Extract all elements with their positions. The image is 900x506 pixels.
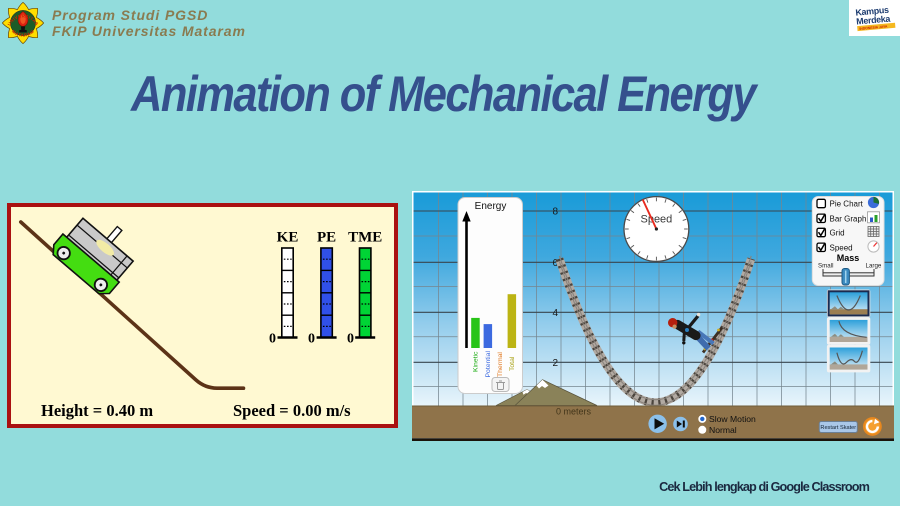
svg-text:0: 0 <box>347 332 354 347</box>
svg-text:Slow Motion: Slow Motion <box>709 414 756 424</box>
svg-text:MATARAM: MATARAM <box>11 29 35 38</box>
svg-text:Normal: Normal <box>709 425 737 435</box>
svg-text:Kinetic: Kinetic <box>473 350 480 371</box>
svg-text:Energy: Energy <box>475 201 507 212</box>
svg-text:Speed = 0.00 m/s: Speed = 0.00 m/s <box>233 401 351 420</box>
svg-text:4: 4 <box>552 307 558 318</box>
svg-text:Small: Small <box>818 262 833 269</box>
svg-text:Speed: Speed <box>640 213 672 225</box>
svg-text:Bar Graph: Bar Graph <box>830 214 867 223</box>
svg-text:Height = 0.40 m: Height = 0.40 m <box>41 401 153 420</box>
svg-text:2: 2 <box>552 357 558 368</box>
svg-text:INDONESIA JAYA: INDONESIA JAYA <box>859 24 888 30</box>
svg-text:Restart Skater: Restart Skater <box>820 425 856 431</box>
svg-text:Kampus: Kampus <box>855 5 889 18</box>
svg-text:PE: PE <box>317 230 336 246</box>
svg-text:8: 8 <box>552 206 558 217</box>
svg-text:Mass: Mass <box>837 253 860 263</box>
svg-text:Speed: Speed <box>830 243 853 252</box>
svg-text:Large: Large <box>866 262 882 269</box>
svg-text:6: 6 <box>552 257 558 268</box>
svg-text:Total: Total <box>509 356 516 371</box>
svg-text:TME: TME <box>348 230 382 246</box>
svg-text:Merdeka: Merdeka <box>856 14 891 27</box>
svg-text:KE: KE <box>277 230 299 246</box>
svg-text:0 meters: 0 meters <box>556 406 592 416</box>
svg-text:0: 0 <box>308 332 315 347</box>
svg-text:Pie Chart: Pie Chart <box>830 199 864 208</box>
svg-text:Thermal: Thermal <box>497 351 504 376</box>
svg-text:Grid: Grid <box>830 228 845 237</box>
svg-text:0: 0 <box>269 332 276 347</box>
svg-text:Potential: Potential <box>485 350 492 377</box>
